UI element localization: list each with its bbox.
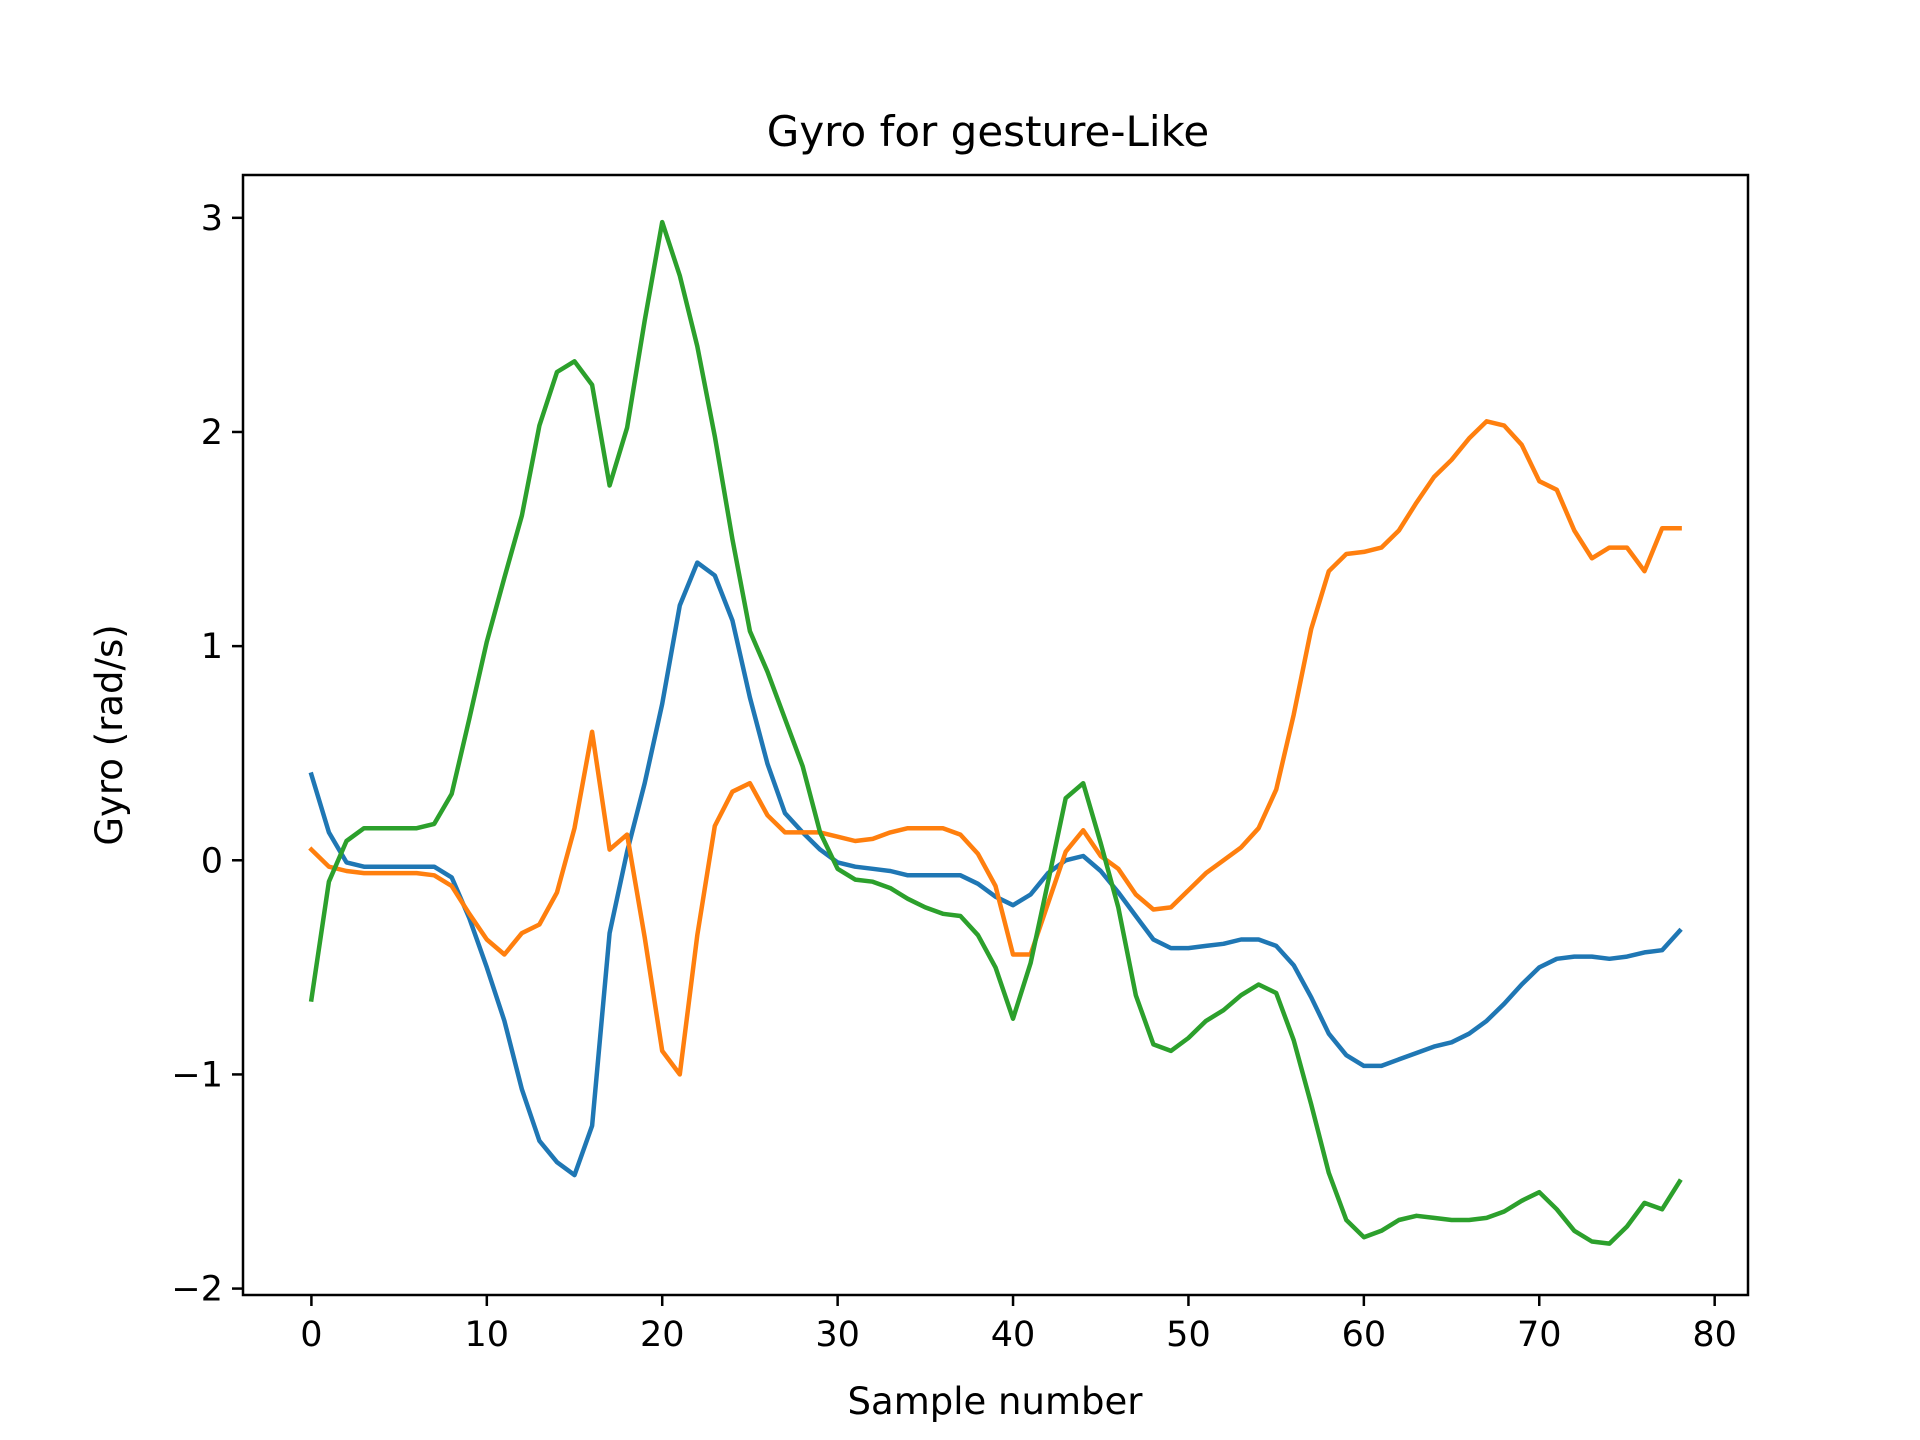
y-tick-label: 2	[201, 413, 223, 453]
x-tick-label: 50	[1166, 1315, 1211, 1355]
plot-frame	[241, 173, 1750, 1297]
x-tick-label: 80	[1692, 1315, 1737, 1355]
x-tick-label: 60	[1342, 1315, 1387, 1355]
series-layer	[308, 219, 1683, 1246]
y-axis: −2 −1 0 1 2 3	[171, 199, 243, 1310]
y-tick-label: 3	[201, 199, 223, 239]
chart-title: Gyro for gesture-Like	[767, 107, 1209, 156]
x-tick-label: 20	[640, 1315, 685, 1355]
x-axis-label: Sample number	[848, 1380, 1144, 1423]
y-tick-label: 1	[201, 627, 223, 667]
series-line-2	[308, 419, 1682, 1077]
x-axis: 0 10 20 30 40 50 60 70 80	[300, 1295, 1737, 1355]
y-tick-label: 0	[201, 841, 223, 881]
x-tick-label: 40	[991, 1315, 1036, 1355]
series-line-3	[308, 219, 1683, 1246]
x-tick-label: 0	[300, 1315, 322, 1355]
x-tick-label: 10	[465, 1315, 510, 1355]
series-line-1	[308, 560, 1683, 1178]
y-axis-label: Gyro (rad/s)	[88, 624, 131, 845]
x-tick-label: 70	[1517, 1315, 1562, 1355]
x-tick-label: 30	[815, 1315, 860, 1355]
y-tick-label: −1	[171, 1055, 223, 1095]
y-tick-label: −2	[171, 1270, 223, 1310]
